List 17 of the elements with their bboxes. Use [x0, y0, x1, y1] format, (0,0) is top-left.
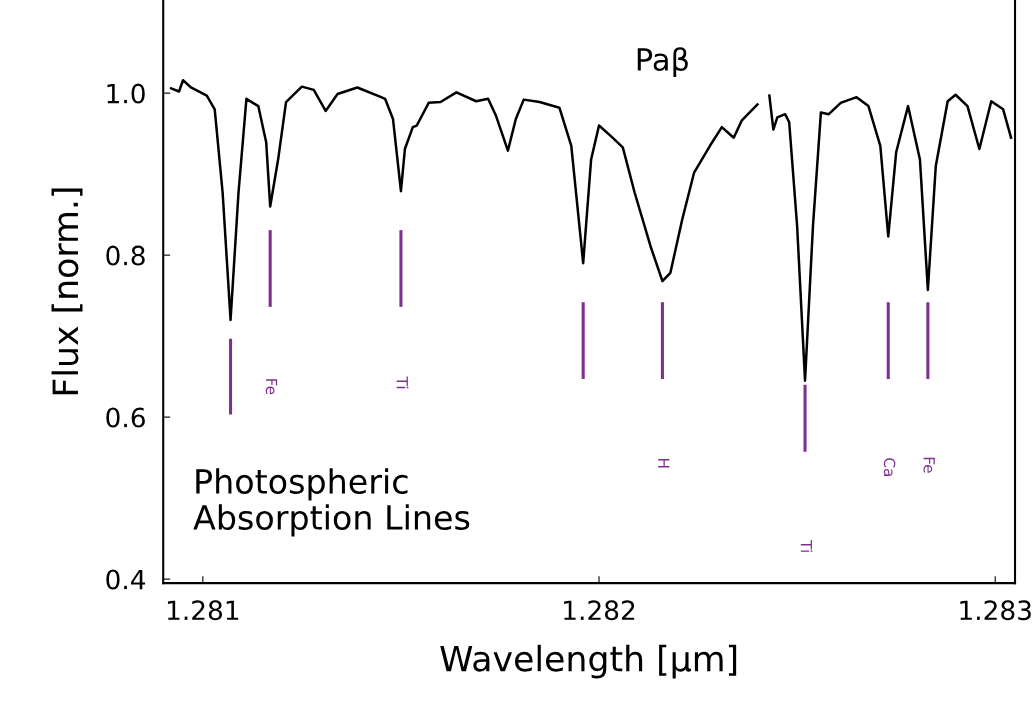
y-tick-label: 0.4 — [106, 569, 146, 590]
x-tick-label: 1.282 — [564, 600, 635, 621]
annotation: Ti — [800, 540, 813, 552]
y-tick-label: 1.0 — [107, 83, 145, 104]
x-axis-title: Wavelength [µm] — [440, 644, 737, 679]
annotation: Fe — [923, 457, 935, 473]
annotation: Ti — [396, 376, 409, 389]
y-tick-label: 0.6 — [106, 407, 145, 428]
y-axis-title: Flux [norm.] — [51, 188, 83, 395]
x-tick-label: 1.281 — [167, 600, 239, 621]
annotation: Photospheric Absorption Lines — [193, 468, 470, 537]
y-tick-label: 0.8 — [106, 245, 145, 266]
annotation: Ca — [883, 458, 896, 476]
annotation: Paβ — [637, 47, 688, 77]
annotation: H — [658, 459, 670, 468]
x-tick-label: 1.283 — [960, 600, 1031, 621]
annotation: Fe — [265, 379, 278, 395]
